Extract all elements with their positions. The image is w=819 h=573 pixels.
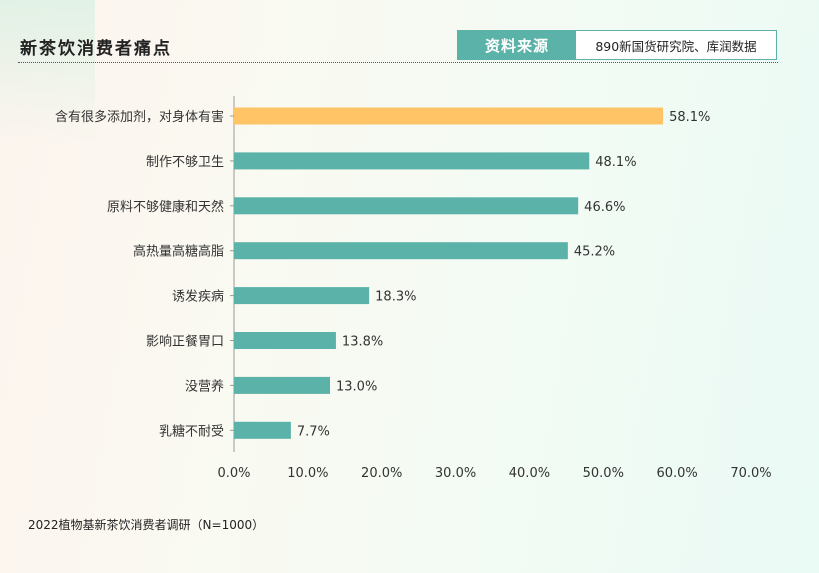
x-tick-label: 50.0%: [583, 466, 624, 481]
category-label: 没营养: [185, 378, 224, 394]
category-label: 制作不够卫生: [146, 155, 224, 170]
x-tick-label: 40.0%: [509, 466, 550, 481]
value-label: 46.6%: [584, 200, 625, 215]
x-tick-label: 70.0%: [730, 466, 771, 481]
source-text: 890新国货研究院、库润数据: [595, 38, 757, 54]
value-label: 48.1%: [595, 155, 636, 170]
background-glow: [0, 0, 95, 145]
bar: [234, 421, 291, 439]
bar: [234, 376, 331, 394]
bar: [234, 242, 568, 260]
value-label: 7.7%: [297, 424, 330, 439]
x-tick-label: 30.0%: [435, 466, 476, 481]
category-label: 原料不够健康和天然: [107, 199, 224, 215]
x-tick-label: 60.0%: [656, 466, 697, 481]
source-box: 资料来源 890新国货研究院、库润数据: [457, 30, 777, 60]
x-tick-label: 10.0%: [287, 466, 328, 481]
value-label: 18.3%: [375, 290, 416, 305]
value-label: 13.0%: [336, 379, 377, 394]
bar: [234, 287, 370, 305]
bar: [234, 107, 664, 125]
category-label: 含有很多添加剂，对身体有害: [55, 109, 224, 125]
page-title: 新茶饮消费者痛点: [20, 39, 172, 59]
category-label: 乳糖不耐受: [159, 423, 224, 439]
bar: [234, 152, 590, 170]
title-divider: [18, 62, 778, 63]
value-label: 13.8%: [342, 335, 383, 350]
bar: [234, 332, 336, 349]
bar: [234, 197, 579, 215]
category-label: 高热量高糖高脂: [133, 244, 224, 260]
value-label: 45.2%: [574, 245, 615, 260]
footnote: 2022植物基新茶饮消费者调研（N=1000）: [28, 518, 265, 532]
value-label: 58.1%: [669, 110, 710, 125]
source-tag: 资料来源: [458, 31, 576, 59]
x-tick-label: 0.0%: [217, 466, 250, 481]
category-label: 诱发疾病: [172, 289, 224, 305]
category-label: 影响正餐胃口: [146, 334, 224, 350]
x-tick-label: 20.0%: [361, 466, 402, 481]
